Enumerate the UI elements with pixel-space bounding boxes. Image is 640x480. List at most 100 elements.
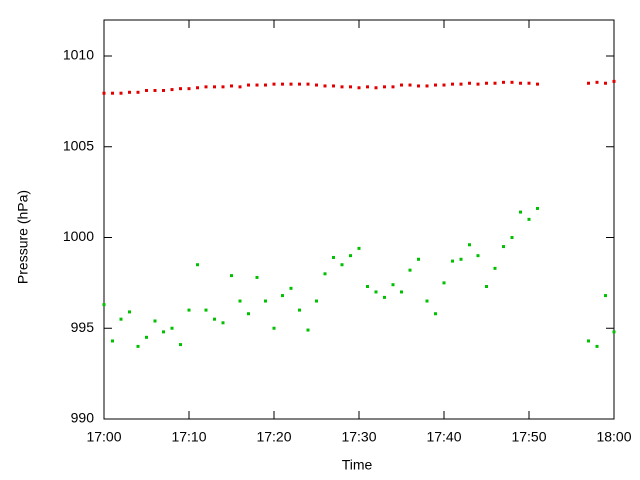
point <box>468 243 471 247</box>
x-tick-label: 18:00 <box>596 429 631 445</box>
point <box>213 317 216 321</box>
point <box>281 294 284 298</box>
x-tick-label: 17:10 <box>171 429 206 445</box>
point <box>162 88 165 92</box>
x-tick-label: 17:40 <box>426 429 461 445</box>
x-tick-label: 17:20 <box>256 429 291 445</box>
point <box>281 82 284 86</box>
point <box>400 83 403 87</box>
point <box>451 82 454 86</box>
point <box>425 84 429 88</box>
point <box>434 312 437 316</box>
point <box>442 83 446 87</box>
point <box>595 344 599 348</box>
point <box>128 90 131 94</box>
point <box>417 257 420 261</box>
point <box>221 321 225 325</box>
point <box>366 85 369 89</box>
point <box>272 326 276 330</box>
point <box>485 81 488 85</box>
point <box>340 263 344 267</box>
point <box>306 82 310 86</box>
point <box>349 85 352 89</box>
point <box>604 81 607 85</box>
point <box>306 328 310 332</box>
point <box>162 330 165 334</box>
point <box>213 85 216 89</box>
y-tick-label: 1000 <box>63 228 94 244</box>
point <box>383 295 386 299</box>
point <box>510 236 514 239</box>
point <box>612 79 616 83</box>
y-axis-label: Pressure (hPa) <box>15 190 31 284</box>
x-tick-label: 17:30 <box>341 429 376 445</box>
point <box>434 83 437 87</box>
point <box>272 82 276 86</box>
point <box>315 299 318 303</box>
point <box>145 88 148 92</box>
point <box>408 268 412 272</box>
point <box>587 339 590 343</box>
point <box>145 335 148 339</box>
point <box>451 259 454 263</box>
point <box>323 272 327 276</box>
point <box>468 81 471 85</box>
point <box>400 290 403 294</box>
point <box>357 86 361 90</box>
point <box>119 91 123 95</box>
point <box>315 83 318 87</box>
point <box>527 217 531 221</box>
point <box>255 275 259 279</box>
point <box>357 246 361 250</box>
point <box>391 85 395 89</box>
plot-frame <box>103 19 615 420</box>
point <box>476 254 480 258</box>
point <box>247 312 250 316</box>
point <box>332 84 335 88</box>
point <box>408 83 412 87</box>
point <box>111 91 114 95</box>
point <box>502 80 505 84</box>
point <box>128 310 131 314</box>
point <box>366 285 369 289</box>
point <box>323 84 327 88</box>
point <box>536 206 539 210</box>
point <box>476 82 480 86</box>
point <box>383 85 386 89</box>
point <box>510 80 514 84</box>
point <box>153 319 157 323</box>
point <box>136 344 140 348</box>
y-tick-label: 1010 <box>63 47 94 63</box>
point <box>332 255 335 259</box>
point <box>298 308 301 312</box>
point <box>179 343 182 347</box>
point <box>417 84 420 88</box>
point <box>502 245 505 249</box>
point <box>459 82 463 86</box>
point <box>196 86 199 90</box>
point <box>187 308 191 312</box>
point <box>247 83 250 87</box>
point <box>102 303 106 307</box>
point <box>111 339 114 343</box>
point <box>264 299 267 303</box>
point <box>612 330 616 334</box>
point <box>289 286 293 290</box>
point <box>102 91 106 95</box>
y-tick-label: 995 <box>71 319 95 335</box>
point <box>459 257 463 261</box>
point <box>527 81 531 85</box>
point <box>442 281 446 285</box>
point <box>587 81 590 85</box>
point <box>170 326 174 330</box>
point <box>221 85 225 89</box>
point <box>289 82 293 86</box>
point <box>238 85 242 89</box>
point <box>179 87 182 91</box>
point <box>604 294 607 298</box>
point <box>595 80 599 84</box>
point <box>204 308 208 312</box>
point <box>425 299 429 303</box>
